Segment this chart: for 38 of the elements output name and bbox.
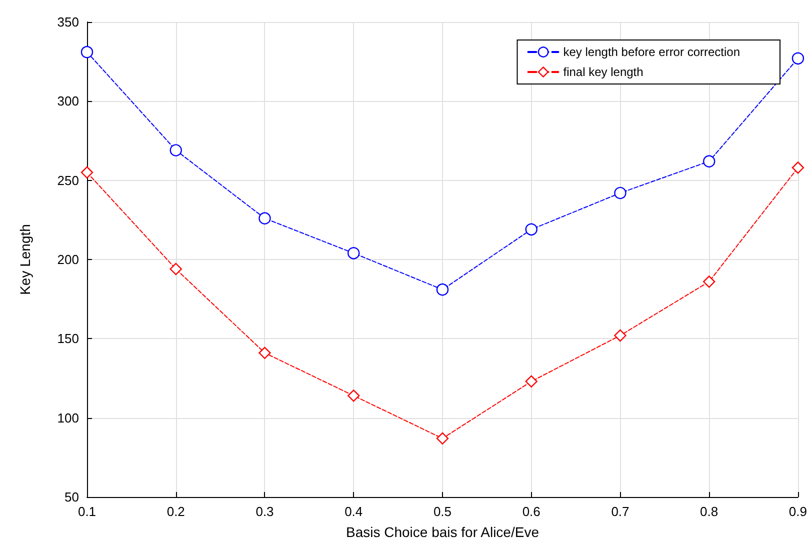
point bbox=[348, 390, 360, 402]
y-tick-label: 300 bbox=[57, 94, 79, 109]
y-tick-label: 100 bbox=[57, 410, 79, 426]
point bbox=[170, 262, 182, 276]
x-axis-title: Basis Choice bais for Alice/Eve bbox=[346, 524, 540, 540]
legend-label: final key length bbox=[563, 65, 644, 79]
y-tick-label: 350 bbox=[57, 14, 79, 30]
point bbox=[792, 162, 804, 174]
point bbox=[170, 144, 182, 156]
x-tick-label: 0.5 bbox=[433, 504, 452, 519]
point bbox=[436, 283, 449, 296]
y-axis-title: Key Length bbox=[17, 224, 33, 295]
y-tick-label: 150 bbox=[57, 331, 79, 346]
x-tick-label: 0.2 bbox=[166, 504, 185, 519]
legend-label: key length before error correction bbox=[563, 45, 740, 59]
point bbox=[348, 247, 360, 260]
point bbox=[614, 329, 626, 342]
x-tick-label: 0.8 bbox=[700, 504, 718, 519]
point bbox=[525, 223, 538, 236]
point bbox=[258, 212, 271, 224]
y-tick-label: 250 bbox=[57, 172, 79, 188]
point bbox=[703, 155, 716, 168]
y-tick-label: 200 bbox=[57, 252, 79, 267]
x-tick-label: 0.7 bbox=[611, 504, 630, 519]
x-tick-label: 0.9 bbox=[788, 504, 808, 519]
x-tick-label: 0.1 bbox=[78, 504, 96, 519]
point bbox=[525, 375, 538, 388]
x-tick-label: 0.3 bbox=[256, 504, 274, 519]
point bbox=[792, 52, 804, 65]
x-tick-label: 0.6 bbox=[522, 504, 540, 519]
point bbox=[702, 276, 716, 288]
y-tick-label: 50 bbox=[64, 490, 79, 504]
point bbox=[258, 346, 271, 360]
point bbox=[614, 186, 626, 200]
point bbox=[80, 166, 94, 179]
point bbox=[436, 432, 449, 445]
point bbox=[80, 46, 94, 58]
x-tick-label: 0.4 bbox=[344, 504, 363, 519]
